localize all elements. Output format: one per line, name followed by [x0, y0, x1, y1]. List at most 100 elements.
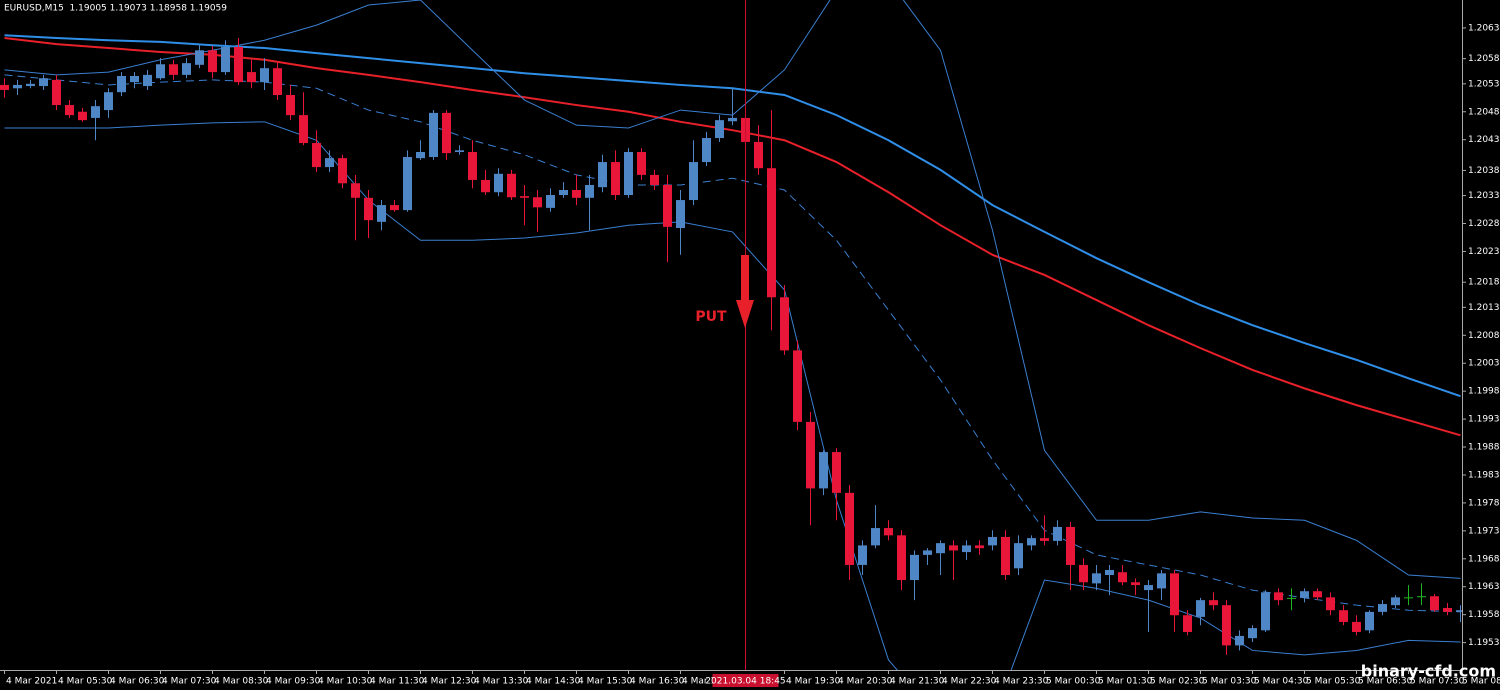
candle-body [754, 141, 763, 169]
candle-body [689, 162, 698, 201]
candle-body [780, 297, 789, 351]
candle-body [117, 75, 126, 93]
candle-body [169, 64, 178, 75]
x-tick-label: 4 Mar 23:30 [994, 677, 1049, 687]
y-tick-label: 1.19785 [1468, 498, 1500, 508]
candle-body [923, 550, 932, 555]
x-tick-label: 4 Mar 2021 [6, 677, 57, 687]
candle-body [299, 115, 308, 144]
candle-body [1118, 572, 1127, 583]
y-tick-label: 1.19935 [1468, 415, 1500, 425]
indicator-line [4, 37, 1461, 437]
candle-body [1430, 596, 1439, 611]
candle-body [234, 46, 243, 83]
y-tick-label: 1.19985 [1468, 387, 1500, 397]
candle-body [208, 50, 217, 73]
candle-body [26, 83, 35, 87]
candle-body [910, 554, 919, 581]
candle-body [611, 162, 620, 196]
candle-body [1105, 569, 1114, 576]
candle-body [1053, 526, 1062, 541]
x-tick-label: 4 Mar 14:30 [526, 677, 581, 687]
y-tick-label: 1.20535 [1468, 79, 1500, 89]
x-tick-label: 4 Mar 17:30 [682, 677, 737, 687]
candle-body [416, 151, 425, 159]
y-tick-label: 1.19535 [1468, 638, 1500, 648]
x-tick-label: 4 Mar 21:30 [890, 677, 945, 687]
symbol-info: EURUSD,M15 1.19005 1.19073 1.18958 1.190… [4, 4, 227, 14]
candle-body [78, 111, 87, 121]
candle-body [650, 174, 659, 185]
candle-body [325, 158, 334, 168]
candle-body [1365, 611, 1374, 631]
x-tick-label: 4 Mar 11:30 [370, 677, 425, 687]
candle-body [1443, 607, 1452, 612]
x-tick-label: 5 Mar 00:30 [1046, 677, 1101, 687]
candle-body [481, 179, 490, 193]
candle-body [702, 138, 711, 163]
x-tick-label: 5 Mar 08:30 [1462, 677, 1500, 687]
candle-body [1300, 591, 1309, 598]
x-tick-label: 4 Mar 15:30 [578, 677, 633, 687]
y-tick-label: 1.20180 [1468, 278, 1500, 288]
x-tick-label: 5 Mar 05:30 [1306, 677, 1361, 687]
candle-body [1196, 600, 1205, 617]
y-tick-label: 1.19735 [1468, 526, 1500, 536]
candle-body [351, 183, 360, 198]
candle-body [975, 545, 984, 549]
candle-body [949, 545, 958, 551]
candle-body [1014, 543, 1023, 569]
candle-body [429, 112, 438, 158]
candle-body [52, 79, 61, 106]
candle-body [936, 543, 945, 554]
candle-body [39, 78, 48, 87]
y-tick-label: 1.20335 [1468, 191, 1500, 201]
candle-body [1157, 573, 1166, 589]
candle-body [390, 205, 399, 211]
indicator-line [4, 121, 1461, 670]
candle-body [143, 74, 152, 87]
candle-body [260, 68, 269, 83]
candle-body [221, 46, 230, 73]
candle-body [832, 452, 841, 493]
candle-body [1326, 597, 1335, 611]
x-tick-label: 5 Mar 01:30 [1098, 677, 1153, 687]
candle-body [533, 197, 542, 208]
indicator-line [4, 74, 1461, 613]
candle-body [806, 421, 815, 489]
x-tick-label: 5 Mar 03:30 [1202, 677, 1257, 687]
watermark: binary-cfd.com [1361, 662, 1496, 681]
candle-body [819, 452, 828, 489]
candle-body [546, 195, 555, 208]
x-tick-label: 4 Mar 13:30 [474, 677, 529, 687]
candle-body [715, 120, 724, 139]
x-tick-label: 4 Mar 06:30 [110, 677, 165, 687]
candle-body [195, 50, 204, 65]
candle-body [1274, 592, 1283, 601]
candle-body [1001, 537, 1010, 576]
candle-body [728, 117, 737, 122]
candle-body [598, 162, 607, 188]
candle-body [1170, 573, 1179, 616]
candle-body [1456, 610, 1462, 612]
candle-body [1209, 600, 1218, 606]
candle-body [494, 173, 503, 193]
candle-body [858, 545, 867, 565]
candle-body [676, 200, 685, 228]
candle-body [572, 189, 581, 198]
candle-body [1313, 591, 1322, 598]
candle-body [1339, 610, 1348, 622]
y-tick-label: 1.20435 [1468, 135, 1500, 145]
candle-body [1352, 621, 1361, 633]
candle-body [182, 63, 191, 75]
candle-body [247, 72, 256, 83]
crosshair-label-box [712, 674, 779, 687]
candle-body [1040, 538, 1049, 541]
x-tick-label: 4 Mar 07:30 [162, 677, 217, 687]
y-tick-label: 1.20580 [1468, 54, 1500, 64]
candle-body [1378, 604, 1387, 612]
y-tick-label: 1.20285 [1468, 219, 1500, 229]
x-tick-label: 4 Mar 10:30 [318, 677, 373, 687]
candle-body [455, 150, 464, 152]
candle-body [403, 157, 412, 211]
